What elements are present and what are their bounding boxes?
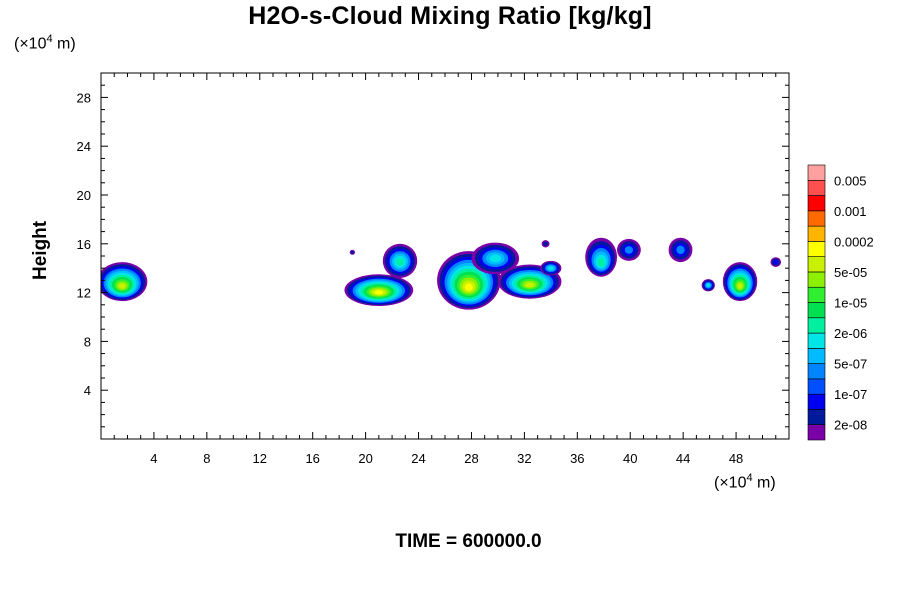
x-tick-label: 32 — [517, 451, 531, 466]
colorbar-swatch — [807, 271, 826, 288]
colorbar-swatch — [807, 409, 826, 426]
cloud-patch — [543, 241, 548, 247]
cloud-patch — [548, 266, 554, 270]
colorbar-swatch — [807, 210, 826, 227]
x-tick-label: 40 — [623, 451, 637, 466]
y-unit-label: (×104 m) — [14, 33, 76, 53]
colorbar-swatch — [807, 332, 826, 349]
x-tick-label: 4 — [150, 451, 157, 466]
cloud-patch — [773, 259, 779, 265]
colorbar-swatch — [807, 378, 826, 395]
y-tick-label: 8 — [84, 334, 91, 349]
cloud-patch — [350, 250, 355, 254]
colorbar-swatch — [807, 256, 826, 273]
y-tick-label: 16 — [77, 237, 91, 252]
colorbar-swatch — [807, 179, 826, 196]
time-label: TIME = 600000.0 — [395, 531, 542, 552]
colorbar-label: 2e-08 — [834, 418, 867, 433]
cloud-patch — [374, 290, 384, 295]
y-tick-label: 24 — [77, 139, 91, 154]
colorbar-swatch — [807, 317, 826, 334]
x-tick-label: 12 — [253, 451, 267, 466]
x-unit-label: (×104 m) — [714, 472, 776, 492]
x-tick-label: 48 — [729, 451, 743, 466]
x-axis: 4 8 12 16 20 24 28 32 36 40 44 48 — [113, 73, 777, 466]
x-tick-label: 44 — [676, 451, 690, 466]
colorbar-swatch — [807, 363, 826, 380]
y-tick-label: 4 — [84, 383, 91, 398]
y-axis: 4 8 12 16 20 24 28 — [77, 84, 789, 428]
y-tick-label: 20 — [77, 188, 91, 203]
colorbar-label: 0.005 — [834, 173, 867, 188]
x-tick-label: 20 — [358, 451, 372, 466]
y-tick-label: 28 — [77, 90, 91, 105]
cloud-field — [101, 237, 782, 310]
cloud-patch — [737, 283, 743, 289]
y-tick-label: 12 — [77, 286, 91, 301]
x-tick-label: 28 — [464, 451, 478, 466]
colorbar-label: 1e-05 — [834, 296, 867, 311]
x-tick-label: 16 — [305, 451, 319, 466]
colorbar-swatch — [807, 164, 826, 181]
chart-title: H2O-s-Cloud Mixing Ratio [kg/kg] — [248, 2, 652, 30]
cloud-patch — [396, 258, 404, 266]
x-tick-label: 8 — [203, 451, 210, 466]
x-tick-label: 24 — [411, 451, 425, 466]
cloud-patch — [597, 258, 605, 267]
cloud-patch — [464, 283, 473, 291]
colorbar-swatch — [807, 348, 826, 364]
x-tick-label: 36 — [570, 451, 584, 466]
colorbar-swatch — [807, 286, 826, 303]
colorbar-swatch — [807, 302, 826, 319]
cloud-patch — [489, 254, 502, 263]
colorbar-swatch — [807, 424, 826, 441]
colorbar-label: 1e-07 — [834, 387, 867, 402]
colorbar-swatch — [807, 225, 826, 242]
colorbar-swatch — [807, 393, 826, 410]
colorbar-swatch — [807, 195, 826, 212]
colorbar-label: 2e-06 — [834, 326, 867, 341]
colorbar-label: 0.001 — [834, 204, 867, 219]
colorbar-label: 5e-05 — [834, 265, 867, 280]
cloud-patch — [676, 245, 685, 255]
colorbar: 2e-08 1e-07 5e-07 2e-06 1e-05 5e-05 0.0002 0.00… — [807, 164, 874, 441]
colorbar-swatch — [807, 241, 826, 257]
colorbar-label: 0.0002 — [834, 234, 874, 249]
colorbar-label: 5e-07 — [834, 357, 867, 372]
cloud-patch — [525, 282, 535, 288]
cloud-patch — [624, 246, 634, 254]
cloud-patch — [706, 283, 710, 287]
cloud-patch — [118, 283, 126, 289]
